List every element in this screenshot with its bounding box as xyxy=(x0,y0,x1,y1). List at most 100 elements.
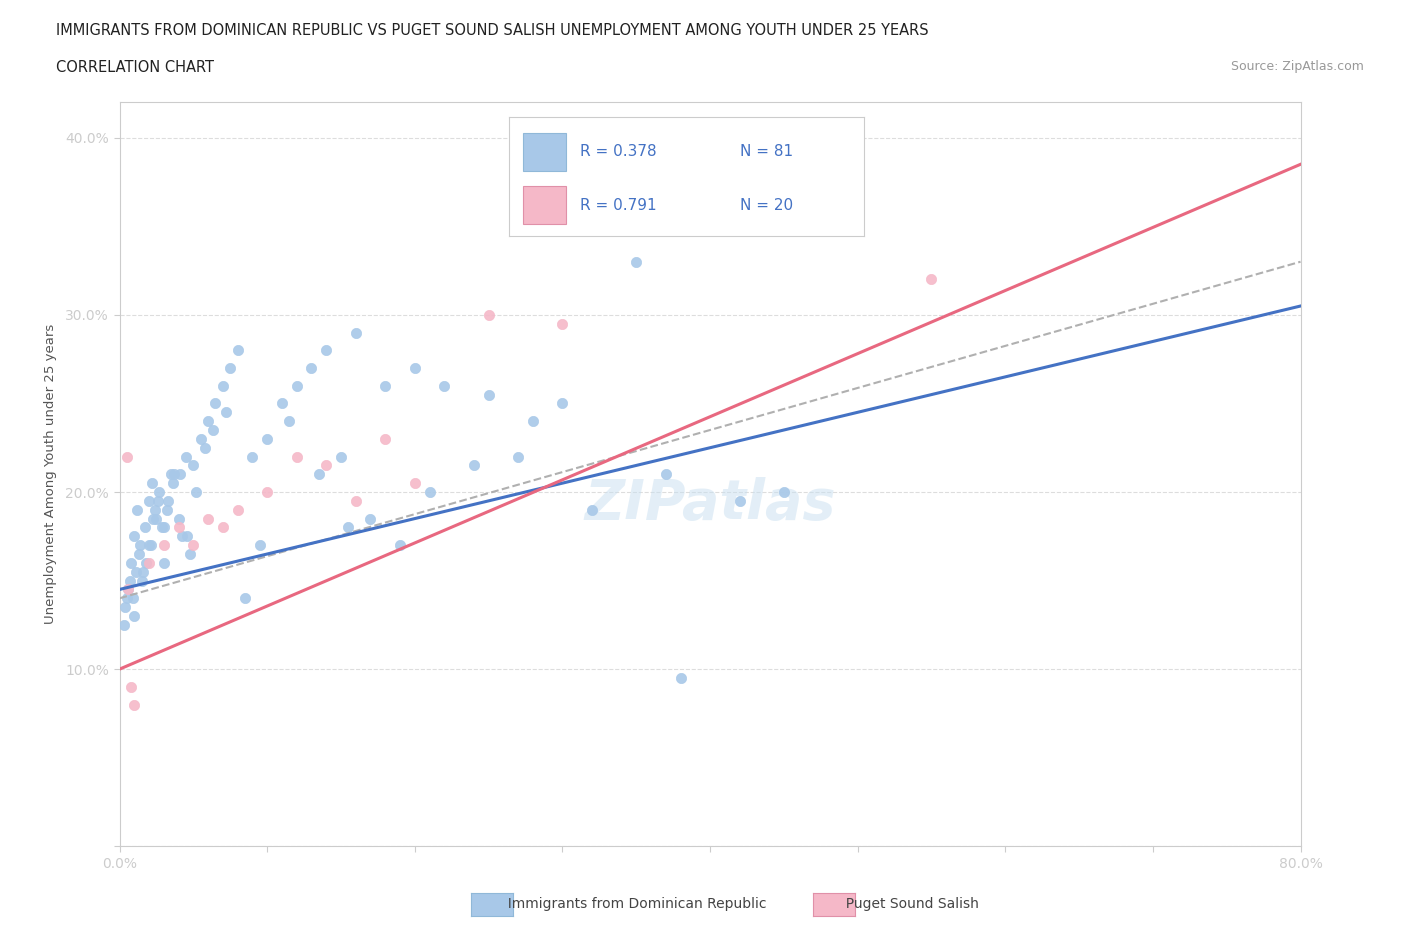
Point xyxy=(145,512,167,526)
Text: ZIPatlas: ZIPatlas xyxy=(585,477,835,531)
Point xyxy=(115,591,138,605)
Point xyxy=(204,396,226,411)
Point xyxy=(153,520,174,535)
Point xyxy=(183,458,205,472)
Point xyxy=(141,476,163,491)
Point xyxy=(463,458,485,472)
Point xyxy=(167,512,190,526)
Point xyxy=(242,449,264,464)
Point xyxy=(131,573,153,588)
Point xyxy=(921,272,943,286)
Point xyxy=(728,494,751,509)
Point xyxy=(256,485,278,499)
Point xyxy=(183,538,205,552)
Point xyxy=(153,555,174,570)
Point xyxy=(285,449,308,464)
Text: CORRELATION CHART: CORRELATION CHART xyxy=(56,60,214,75)
Point xyxy=(143,502,166,517)
Point xyxy=(773,485,796,499)
Point xyxy=(148,485,170,499)
Point xyxy=(176,529,198,544)
Point xyxy=(344,494,367,509)
Point xyxy=(167,520,190,535)
Point xyxy=(120,555,142,570)
Point xyxy=(150,520,173,535)
Point xyxy=(233,591,256,605)
Point xyxy=(506,449,529,464)
Point xyxy=(581,502,603,517)
Point xyxy=(118,573,141,588)
Point xyxy=(551,316,574,331)
Point xyxy=(146,494,169,509)
Point xyxy=(278,414,301,429)
Point xyxy=(270,396,294,411)
Point xyxy=(117,582,139,597)
Point xyxy=(132,565,155,579)
Point xyxy=(329,449,352,464)
Point xyxy=(138,555,160,570)
Point xyxy=(211,520,233,535)
Point xyxy=(308,467,330,482)
Point xyxy=(162,476,184,491)
Point xyxy=(404,361,426,376)
Point xyxy=(153,538,174,552)
Point xyxy=(174,449,197,464)
Point xyxy=(226,343,249,358)
Point xyxy=(522,414,544,429)
Text: IMMIGRANTS FROM DOMINICAN REPUBLIC VS PUGET SOUND SALISH UNEMPLOYMENT AMONG YOUT: IMMIGRANTS FROM DOMINICAN REPUBLIC VS PU… xyxy=(56,23,929,38)
Point xyxy=(226,502,249,517)
Point xyxy=(127,502,149,517)
Point xyxy=(142,512,165,526)
Point xyxy=(315,343,337,358)
Point xyxy=(285,379,308,393)
Point xyxy=(138,538,160,552)
Point xyxy=(197,512,219,526)
Point xyxy=(117,582,139,597)
Point xyxy=(186,485,208,499)
Point xyxy=(124,529,146,544)
Point xyxy=(551,396,574,411)
Point xyxy=(128,547,150,562)
Point xyxy=(256,432,278,446)
Point xyxy=(477,387,501,402)
Point xyxy=(419,485,441,499)
Point xyxy=(129,538,152,552)
Point xyxy=(655,467,678,482)
Point xyxy=(301,361,323,376)
Point xyxy=(211,379,233,393)
Text: Immigrants from Dominican Republic: Immigrants from Dominican Republic xyxy=(499,897,766,911)
Point xyxy=(190,432,212,446)
Point xyxy=(124,608,146,623)
Point xyxy=(112,618,135,632)
Point xyxy=(134,520,156,535)
Point xyxy=(337,520,360,535)
Text: Source: ZipAtlas.com: Source: ZipAtlas.com xyxy=(1230,60,1364,73)
Point xyxy=(201,422,224,437)
Point xyxy=(163,467,186,482)
Point xyxy=(626,254,648,269)
Point xyxy=(197,414,219,429)
Point xyxy=(135,555,157,570)
Point xyxy=(404,476,426,491)
Point xyxy=(477,308,501,323)
Text: Puget Sound Salish: Puget Sound Salish xyxy=(837,897,979,911)
Point xyxy=(360,512,382,526)
Point xyxy=(157,494,180,509)
Point xyxy=(179,547,201,562)
Point xyxy=(433,379,456,393)
Point xyxy=(215,405,238,419)
Point xyxy=(374,379,396,393)
Point xyxy=(249,538,271,552)
Point xyxy=(138,494,160,509)
Point xyxy=(156,502,179,517)
Point xyxy=(388,538,412,552)
Point xyxy=(115,449,138,464)
Point xyxy=(669,671,692,685)
Point xyxy=(160,467,183,482)
Point xyxy=(194,440,217,455)
Point xyxy=(315,458,337,472)
Point xyxy=(114,600,136,615)
Point xyxy=(124,698,146,712)
Y-axis label: Unemployment Among Youth under 25 years: Unemployment Among Youth under 25 years xyxy=(44,325,56,624)
Point xyxy=(121,591,143,605)
